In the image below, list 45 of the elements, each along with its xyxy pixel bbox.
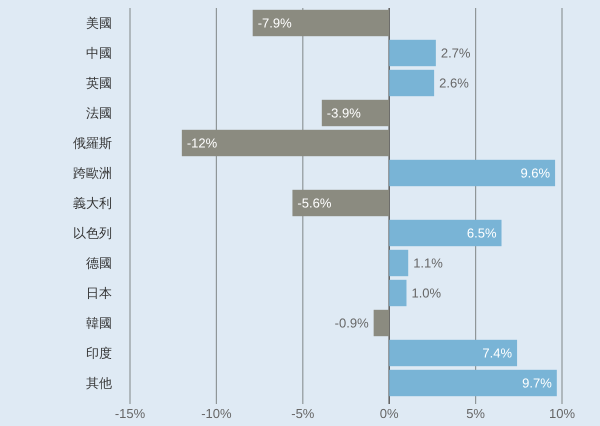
bar: [374, 310, 390, 336]
y-tick-label: 日本: [86, 286, 112, 301]
x-tick-label: -10%: [201, 406, 232, 421]
x-tick-label: -15%: [114, 406, 146, 421]
bar: [389, 70, 434, 96]
x-tick-label: 10%: [548, 406, 576, 421]
x-tick-label: 0%: [380, 406, 400, 421]
bar: [389, 340, 518, 366]
data-label: -3.9%: [326, 106, 362, 121]
bar: [389, 40, 436, 66]
bar: [389, 220, 502, 246]
y-tick-label: 俄羅斯: [73, 136, 112, 151]
data-label: 6.5%: [466, 226, 497, 241]
bar: [252, 10, 390, 36]
y-tick-label: 義大利: [73, 196, 112, 211]
y-tick-label: 中國: [86, 46, 112, 61]
data-label: -7.9%: [258, 16, 292, 31]
x-tick-label: 5%: [466, 406, 486, 421]
y-tick-label: 德國: [86, 256, 112, 271]
y-tick-label: 其他: [86, 376, 112, 391]
y-tick-label: 印度: [86, 346, 112, 361]
bar: [182, 130, 390, 156]
y-tick-label: 美國: [86, 16, 112, 31]
data-label: 7.4%: [482, 346, 513, 361]
data-label: 2.7%: [440, 46, 471, 61]
y-tick-label: 英國: [86, 76, 112, 91]
x-tick-label: -5%: [291, 406, 315, 421]
y-tick-label: 以色列: [73, 226, 112, 241]
bar: [389, 160, 556, 186]
y-tick-label: 法國: [86, 106, 112, 121]
data-label: 2.6%: [439, 76, 470, 91]
bar: [389, 370, 557, 396]
y-tick-label: 韓國: [86, 316, 112, 331]
data-label: 1.1%: [413, 256, 444, 271]
data-label: -5.6%: [297, 196, 332, 211]
data-label: 9.7%: [522, 376, 552, 391]
data-label: -0.9%: [334, 316, 370, 331]
data-label: -12%: [186, 136, 218, 151]
data-label: 9.6%: [520, 166, 551, 181]
bar: [322, 100, 390, 126]
bar: [292, 190, 390, 216]
data-label: 1.0%: [411, 286, 442, 301]
y-tick-label: 跨歐洲: [73, 166, 112, 181]
bar: [389, 250, 408, 276]
bar: [389, 280, 406, 306]
